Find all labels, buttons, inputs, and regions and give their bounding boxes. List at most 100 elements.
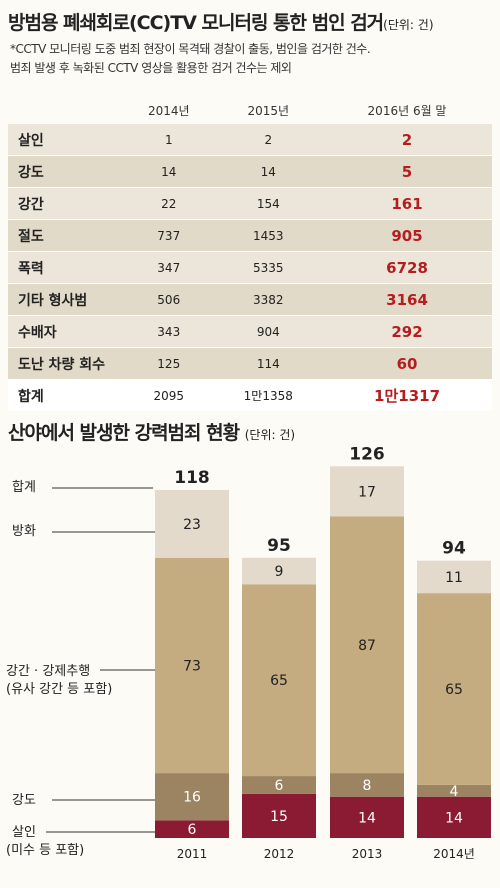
row-label: 수배자 bbox=[8, 315, 123, 348]
table-row: 폭력 347 5335 6728 bbox=[8, 251, 492, 284]
bar-murder-2011 bbox=[155, 820, 229, 838]
bar-label-murder-2012: 15 bbox=[270, 809, 288, 825]
cell: 1만1358 bbox=[214, 379, 323, 411]
bar-label-arson-2011: 23 bbox=[183, 517, 201, 533]
total-label-2014년: 94 bbox=[442, 539, 466, 559]
cell: 14 bbox=[123, 155, 215, 188]
header-2014: 2014년 bbox=[147, 103, 190, 118]
cell-highlight: 292 bbox=[322, 315, 492, 348]
bar-rape-2013 bbox=[330, 516, 404, 774]
bar-label-robbery-2011: 16 bbox=[183, 790, 201, 806]
cell: 1 bbox=[123, 124, 215, 156]
bar-robbery-2011 bbox=[155, 773, 229, 821]
legend-rape-line2: (유사 강간 등 포함) bbox=[6, 682, 112, 697]
bars-group bbox=[155, 466, 491, 838]
cell: 2095 bbox=[123, 379, 215, 411]
legend-murder-line1: 살인 bbox=[12, 825, 36, 840]
table-row: 기타 형사범 506 3382 3164 bbox=[8, 283, 492, 316]
table-row: 절도 737 1453 905 bbox=[8, 219, 492, 252]
cell-highlight: 6728 bbox=[322, 251, 492, 284]
total-label-2013: 126 bbox=[349, 444, 385, 464]
bar-label-robbery-2014년: 4 bbox=[450, 784, 459, 800]
bar-robbery-2013 bbox=[330, 773, 404, 797]
bar-rape-2012 bbox=[242, 584, 316, 777]
cell-highlight: 60 bbox=[322, 347, 492, 380]
row-label: 살인 bbox=[8, 124, 123, 156]
bar-label-rape-2012: 65 bbox=[270, 673, 288, 689]
bar-label-rape-2013: 87 bbox=[358, 638, 376, 654]
bar-arson-2014년 bbox=[417, 560, 491, 594]
cell-highlight: 5 bbox=[322, 155, 492, 188]
bar-label-robbery-2012: 6 bbox=[275, 778, 284, 794]
cell: 14 bbox=[214, 155, 323, 188]
total-label-2011: 118 bbox=[174, 468, 210, 488]
cell-highlight: 905 bbox=[322, 219, 492, 252]
header-2015: 2015년 bbox=[247, 103, 290, 118]
row-label: 합계 bbox=[8, 379, 123, 411]
bar-label-murder-2014년: 14 bbox=[445, 810, 463, 826]
cell-highlight: 161 bbox=[322, 187, 492, 220]
bar-label-murder-2011: 6 bbox=[188, 822, 197, 838]
bar-robbery-2012 bbox=[242, 776, 316, 794]
cell: 3382 bbox=[214, 283, 323, 316]
cell-highlight: 3164 bbox=[322, 283, 492, 316]
row-label: 기타 형사범 bbox=[8, 283, 123, 316]
table-title: 방범용 폐쇄회로(CC)TV 모니터링 통한 범인 검거(단위: 건) bbox=[8, 8, 434, 35]
legend-robbery: 강도 bbox=[12, 793, 36, 808]
cell: 114 bbox=[214, 347, 323, 380]
cell: 343 bbox=[123, 315, 215, 348]
bar-rape-2011 bbox=[155, 557, 229, 774]
table-row: 강간 22 154 161 bbox=[8, 187, 492, 220]
row-label: 강간 bbox=[8, 187, 123, 220]
row-label: 폭력 bbox=[8, 251, 123, 284]
chart-title-text: 산야에서 발생한 강력범죄 현황 bbox=[8, 422, 240, 444]
stacked-bar-chart: 6 16 73 23 118 2011 15 6 65 9 95 2012 14 8 87 17 126 2013… bbox=[6, 444, 491, 861]
table-row: 살인 1 2 2 bbox=[8, 124, 492, 156]
legend-arson: 방화 bbox=[12, 524, 36, 539]
cell: 2 bbox=[214, 124, 323, 156]
labels-group: 6 16 73 23 118 2011 15 6 65 9 95 2012 14 8 87 17 126 2013… bbox=[174, 444, 475, 861]
header-empty bbox=[8, 96, 123, 124]
category-label-2011: 2011 bbox=[177, 847, 208, 861]
bar-murder-2013 bbox=[330, 796, 404, 838]
header-2016: 2016년 6월 말 bbox=[367, 103, 447, 118]
bar-label-rape-2011: 73 bbox=[183, 658, 201, 674]
bar-label-arson-2014년: 11 bbox=[445, 570, 463, 586]
cell: 125 bbox=[123, 347, 215, 380]
cell: 1453 bbox=[214, 219, 323, 252]
table-row: 수배자 343 904 292 bbox=[8, 315, 492, 348]
cell: 5335 bbox=[214, 251, 323, 284]
bar-rape-2014년 bbox=[417, 593, 491, 785]
table-title-text: 방범용 폐쇄회로(CC)TV 모니터링 통한 범인 검거 bbox=[8, 12, 384, 34]
bar-label-murder-2013: 14 bbox=[358, 810, 376, 826]
bar-murder-2014년 bbox=[417, 796, 491, 838]
note-line-1: *CCTV 모니터링 도중 범죄 현장이 목격돼 경찰이 출동, 범인을 검거한… bbox=[10, 42, 371, 56]
cell: 154 bbox=[214, 187, 323, 220]
legend-group: 합계 방화 강간 · 강제추행 (유사 강간 등 포함) 강도 살인 (미수 등… bbox=[6, 480, 155, 858]
cell-highlight: 1만1317 bbox=[322, 379, 492, 411]
bar-arson-2013 bbox=[330, 466, 404, 517]
bar-robbery-2014년 bbox=[417, 784, 491, 797]
bar-label-robbery-2013: 8 bbox=[363, 778, 372, 794]
note-line-2: 범죄 발생 후 녹화된 CCTV 영상을 활용한 검거 건수는 제외 bbox=[10, 61, 292, 75]
cell: 904 bbox=[214, 315, 323, 348]
bar-murder-2012 bbox=[242, 793, 316, 838]
cell: 737 bbox=[123, 219, 215, 252]
bar-label-arson-2013: 17 bbox=[358, 484, 376, 500]
legend-murder-line2: (미수 등 포함) bbox=[6, 843, 84, 858]
cell: 22 bbox=[123, 187, 215, 220]
crime-table: 2014년 2015년 2016년 6월 말 살인 1 2 2 강도 14 14… bbox=[8, 96, 492, 411]
row-label: 도난 차량 회수 bbox=[8, 347, 123, 380]
bar-label-rape-2014년: 65 bbox=[445, 682, 463, 698]
bar-arson-2011 bbox=[155, 489, 229, 558]
category-label-2012: 2012 bbox=[264, 847, 295, 861]
legend-rape-line1: 강간 · 강제추행 bbox=[6, 663, 90, 679]
chart-title: 산야에서 발생한 강력범죄 현황 (단위: 건) bbox=[8, 418, 295, 445]
table-total-row: 합계 2095 1만1358 1만1317 bbox=[8, 379, 492, 411]
cell: 506 bbox=[123, 283, 215, 316]
cell: 347 bbox=[123, 251, 215, 284]
table-header-row: 2014년 2015년 2016년 6월 말 bbox=[8, 96, 492, 124]
table-row: 도난 차량 회수 125 114 60 bbox=[8, 347, 492, 380]
bar-label-arson-2012: 9 bbox=[275, 564, 284, 580]
total-label-2012: 95 bbox=[267, 536, 291, 556]
